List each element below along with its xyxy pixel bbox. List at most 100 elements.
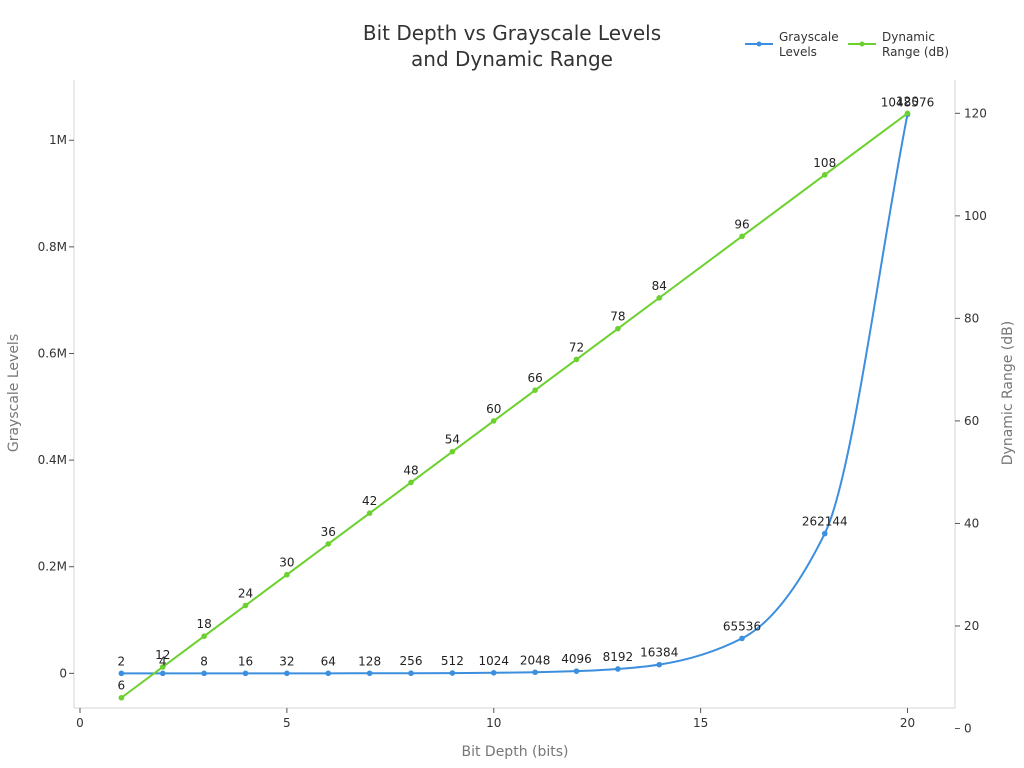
legend-item-grayscale-levels[interactable]: Grayscale Levels	[745, 30, 839, 59]
data-label-grayscale-levels: 2	[118, 654, 126, 668]
data-point-grayscale-levels[interactable]	[573, 668, 580, 674]
data-point-grayscale-levels[interactable]	[408, 670, 414, 677]
data-label-grayscale-levels: 16384	[640, 646, 678, 660]
x-tick-label: 5	[283, 716, 291, 730]
y-right-tick-label: 40	[964, 516, 979, 530]
data-point-dynamic-range[interactable]	[615, 325, 621, 332]
data-point-dynamic-range[interactable]	[490, 418, 497, 424]
data-point-dynamic-range[interactable]	[739, 233, 745, 240]
data-label-grayscale-levels: 4	[159, 654, 167, 668]
y-left-tick-label: 0.4M	[38, 453, 67, 467]
x-tick-label: 15	[693, 716, 708, 730]
data-point-dynamic-range[interactable]	[325, 541, 332, 547]
data-label-dynamic-range: 12	[155, 648, 170, 662]
data-point-grayscale-levels[interactable]	[532, 669, 538, 676]
data-label-grayscale-levels: 64	[321, 654, 336, 668]
data-label-grayscale-levels: 128	[358, 654, 381, 668]
x-axis-title: Bit Depth (bits)	[461, 744, 568, 760]
data-label-dynamic-range: 54	[445, 433, 460, 447]
data-point-dynamic-range[interactable]	[242, 602, 249, 609]
legend: Grayscale Levels Dynamic Range (dB)	[745, 30, 949, 59]
data-label-dynamic-range: 84	[652, 279, 667, 293]
data-point-dynamic-range[interactable]	[904, 110, 911, 117]
data-point-dynamic-range[interactable]	[573, 356, 580, 363]
data-label-grayscale-levels: 1024	[478, 654, 509, 668]
chart-title-line-1: Bit Depth vs Grayscale Levels	[363, 21, 661, 45]
data-label-grayscale-levels: 65536	[723, 619, 761, 633]
data-point-grayscale-levels[interactable]	[490, 670, 497, 676]
data-label-dynamic-range: 96	[734, 217, 749, 231]
data-point-dynamic-range[interactable]	[201, 633, 207, 640]
data-label-dynamic-range: 24	[238, 586, 253, 600]
data-point-dynamic-range[interactable]	[284, 571, 290, 578]
data-point-grayscale-levels[interactable]	[325, 670, 332, 677]
data-label-dynamic-range: 78	[610, 310, 625, 324]
data-point-grayscale-levels[interactable]	[284, 670, 290, 677]
data-label-grayscale-levels: 262144	[802, 515, 848, 529]
x-tick-label: 0	[76, 716, 84, 730]
y-right-tick-label: 80	[964, 311, 979, 325]
legend-label-grayscale-levels-line-2: Levels	[779, 45, 817, 59]
data-point-dynamic-range[interactable]	[159, 664, 166, 670]
legend-marker-grayscale-levels	[756, 41, 762, 47]
data-label-dynamic-range: 30	[279, 556, 294, 570]
data-label-dynamic-range: 120	[896, 94, 919, 108]
y-left-tick-label: 0.6M	[38, 346, 67, 360]
data-point-dynamic-range[interactable]	[408, 479, 414, 486]
data-label-grayscale-levels: 16	[238, 654, 253, 668]
data-point-dynamic-range[interactable]	[821, 172, 828, 178]
y-axis-left-title: Grayscale Levels	[6, 334, 22, 452]
data-labels-layer: 2 4 8 16 32 64 128 256 512 1024 2048 4096 8192 163846…	[118, 94, 935, 692]
data-label-dynamic-range: 42	[362, 494, 377, 508]
data-point-dynamic-range[interactable]	[118, 694, 125, 701]
data-label-grayscale-levels: 2048	[520, 653, 551, 667]
x-tick-label: 10	[486, 716, 501, 730]
data-point-grayscale-levels[interactable]	[159, 670, 166, 677]
data-point-grayscale-levels[interactable]	[201, 670, 207, 677]
y-right-tick-label: 100	[964, 209, 987, 223]
data-label-grayscale-levels: 32	[279, 654, 294, 668]
y-left-tick-label: 1M	[49, 133, 67, 147]
series-line-dynamic-range	[120, 112, 909, 699]
legend-label-grayscale-levels-line-1: Grayscale	[779, 30, 839, 44]
data-point-dynamic-range[interactable]	[656, 295, 663, 301]
data-point-dynamic-range[interactable]	[449, 448, 456, 455]
data-label-dynamic-range: 6	[118, 679, 126, 693]
legend-marker-dynamic-range	[859, 41, 865, 47]
data-label-dynamic-range: 72	[569, 340, 584, 354]
data-label-grayscale-levels: 512	[441, 654, 464, 668]
axes: 0 5 10 15 20 0 0.2M 0.4M 0.6M 0.8M 1M 0 20 40 60 80 100 1…	[38, 80, 987, 736]
data-label-grayscale-levels: 1048576	[881, 95, 934, 109]
y-right-tick-label: 60	[964, 414, 979, 428]
data-label-grayscale-levels: 256	[400, 654, 423, 668]
data-point-grayscale-levels[interactable]	[656, 661, 663, 668]
data-point-grayscale-levels[interactable]	[242, 670, 249, 677]
data-point-dynamic-range[interactable]	[532, 387, 538, 393]
y-right-tick-label: 20	[964, 619, 979, 633]
chart-title-line-2: and Dynamic Range	[411, 47, 613, 71]
data-point-grayscale-levels[interactable]	[739, 635, 745, 642]
data-point-grayscale-levels[interactable]	[366, 670, 373, 677]
y-right-tick-label: 120	[964, 106, 987, 120]
data-label-dynamic-range: 66	[527, 371, 542, 385]
legend-label-dynamic-range-line-2: Range (dB)	[882, 45, 949, 59]
legend-label-dynamic-range-line-1: Dynamic	[882, 30, 935, 44]
y-right-tick-label: 0	[964, 722, 972, 736]
data-label-dynamic-range: 36	[321, 525, 336, 539]
data-point-grayscale-levels[interactable]	[615, 666, 621, 672]
data-label-dynamic-range: 108	[813, 156, 836, 170]
data-point-grayscale-levels[interactable]	[449, 670, 456, 676]
data-label-dynamic-range: 18	[196, 617, 211, 631]
data-point-dynamic-range[interactable]	[366, 510, 373, 516]
legend-item-dynamic-range[interactable]: Dynamic Range (dB)	[848, 30, 949, 59]
data-label-grayscale-levels: 8192	[603, 650, 634, 664]
y-left-tick-label: 0	[59, 666, 67, 680]
y-axis-right-title: Dynamic Range (dB)	[1000, 321, 1016, 465]
data-label-grayscale-levels: 4096	[561, 652, 592, 666]
x-tick-label: 20	[900, 716, 915, 730]
data-point-grayscale-levels[interactable]	[821, 530, 828, 537]
data-point-grayscale-levels[interactable]	[118, 670, 125, 677]
chart-title: Bit Depth vs Grayscale Levels and Dynami…	[363, 21, 661, 71]
